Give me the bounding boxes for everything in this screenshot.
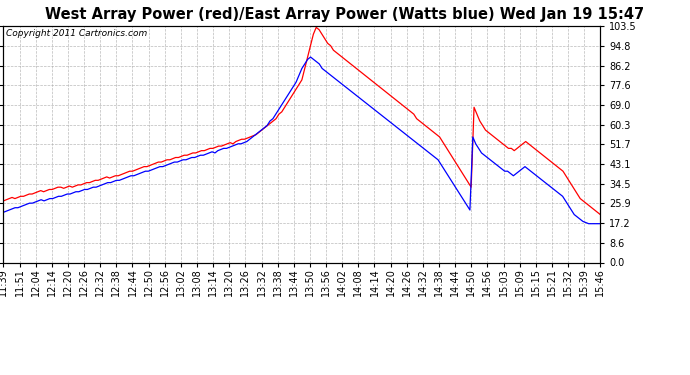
Text: Copyright 2011 Cartronics.com: Copyright 2011 Cartronics.com [6, 28, 148, 38]
Text: West Array Power (red)/East Array Power (Watts blue) Wed Jan 19 15:47: West Array Power (red)/East Array Power … [46, 8, 644, 22]
